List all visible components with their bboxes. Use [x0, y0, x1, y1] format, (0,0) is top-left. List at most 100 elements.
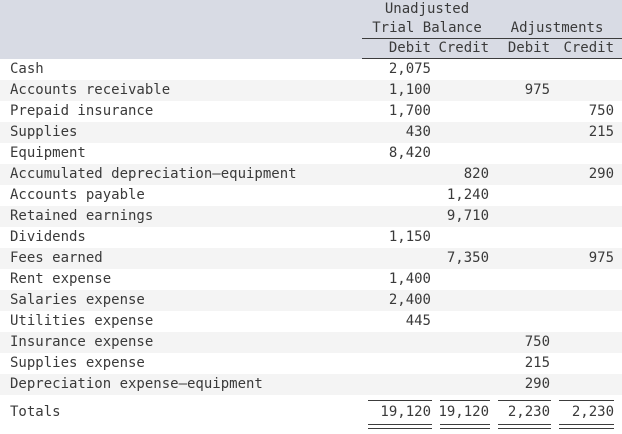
tb-debit-cell: [362, 332, 434, 353]
tb-debit-cell: 2,075: [388, 61, 431, 78]
account-name-cell: Cash: [10, 61, 44, 77]
tb-credit-cell: [434, 332, 492, 353]
totals-label: Totals: [10, 404, 61, 420]
account-name-cell: Insurance expense: [10, 334, 154, 350]
tb-credit-total: 19,120: [438, 404, 490, 420]
adj-credit-cell: 975: [588, 250, 615, 266]
account-name-cell: Accounts payable: [10, 187, 145, 203]
table-row: Supplies 430 215: [0, 121, 622, 143]
tb-debit-cell: 1,400: [388, 271, 431, 287]
adj-debit-cell: 975: [524, 82, 551, 98]
tb-credit-cell: [434, 311, 492, 332]
tb-credit-cell: [434, 80, 492, 101]
adjustments-group-label: Adjustments: [492, 19, 622, 39]
header-row-group-top: Unadjusted: [0, 0, 622, 19]
tb-debit-cell: [362, 374, 434, 395]
unadjusted-group-label: Unadjusted: [384, 1, 470, 17]
header-spacer: [492, 0, 622, 19]
tb-credit-cell: [434, 143, 492, 164]
adj-debit-cell: [492, 227, 553, 248]
tb-credit-cell: [434, 227, 492, 248]
adj-credit-cell: [553, 332, 622, 353]
adj-debit-cell: [492, 185, 553, 206]
adj-credit-cell: [553, 185, 622, 206]
account-name-cell: Dividends: [10, 229, 86, 245]
adj-debit-cell: [492, 290, 553, 311]
table-row: Fees earned 7,350 975: [0, 247, 622, 269]
account-name-cell: Salaries expense: [10, 292, 145, 308]
table-row: Equipment 8,420: [0, 143, 622, 164]
account-rows: Cash 2,075 Accounts receivable 1,100 975…: [0, 59, 622, 395]
tb-credit-cell: [434, 269, 492, 290]
table-row: Prepaid insurance 1,700 750: [0, 101, 622, 122]
tb-debit-cell: [362, 248, 434, 269]
totals-row: Totals 19,120 19,120 2,230 2,230: [0, 402, 622, 423]
account-name-cell: Prepaid insurance: [10, 103, 154, 119]
adj-credit-cell: 290: [588, 166, 615, 182]
double-rule-row: [0, 423, 622, 433]
adj-credit-cell: [553, 311, 622, 332]
adj-credit-cell: [553, 374, 622, 395]
adj-debit-cell: 215: [524, 355, 551, 371]
tb-debit-cell: [362, 353, 434, 374]
tb-debit-cell: 8,420: [388, 145, 431, 161]
account-name-cell: Utilities expense: [10, 313, 154, 329]
adj-credit-cell: [553, 227, 622, 248]
header-row-groups: Trial Balance Adjustments: [0, 19, 622, 39]
adj-debit-cell: 290: [524, 376, 551, 392]
table-row: Utilities expense 445: [0, 311, 622, 332]
tb-credit-cell: [434, 122, 492, 143]
table-row: Cash 2,075: [0, 59, 622, 80]
adj-debit-cell: [492, 101, 553, 122]
account-name-cell: Equipment: [10, 145, 86, 161]
table-row: Salaries expense 2,400: [0, 289, 622, 311]
adj-credit-cell: [553, 269, 622, 290]
tb-credit-cell: [434, 353, 492, 374]
account-name-cell: Fees earned: [10, 250, 103, 266]
adj-debit-cell: 750: [524, 334, 551, 350]
tb-credit-double-rule: [434, 423, 492, 433]
adj-credit-cell: [553, 59, 622, 80]
tb-debit-cell: [362, 164, 434, 185]
table-row: Retained earnings 9,710: [0, 205, 622, 227]
tb-credit-cell: [434, 290, 492, 311]
header-row-columns: Debit Credit Debit Credit: [0, 38, 622, 59]
tb-debit-cell: 1,700: [388, 103, 431, 119]
tb-debit-cell: 1,150: [388, 229, 431, 245]
adj-debit-cell: [492, 59, 553, 80]
adj-credit-double-rule: [553, 423, 622, 433]
table-row: Rent expense 1,400: [0, 269, 622, 290]
adj-credit-header: Credit: [553, 38, 622, 59]
account-name-cell: Accounts receivable: [10, 82, 171, 98]
adj-debit-cell: [492, 311, 553, 332]
tb-credit-cell: 820: [463, 166, 490, 182]
adj-debit-total: 2,230: [507, 404, 551, 420]
tb-credit-cell: [434, 59, 492, 80]
table-row: Accounts payable 1,240: [0, 185, 622, 206]
adj-debit-cell: [492, 206, 553, 227]
single-rule-row: [0, 395, 622, 402]
account-name-cell: Depreciation expense—equipment: [10, 376, 263, 392]
tb-credit-rule: [434, 395, 492, 402]
tb-debit-total: 19,120: [380, 404, 431, 420]
header-spacer: [0, 39, 362, 59]
tb-debit-cell: 430: [405, 124, 431, 140]
tb-debit-cell: 2,400: [388, 292, 431, 308]
adj-debit-cell: [492, 248, 553, 269]
table-row: Dividends 1,150: [0, 227, 622, 248]
tb-credit-cell: [434, 374, 492, 395]
adj-credit-cell: [553, 290, 622, 311]
tb-credit-cell: 7,350: [446, 250, 490, 266]
adj-debit-double-rule: [492, 423, 553, 433]
totals-section: Totals 19,120 19,120 2,230 2,230: [0, 395, 622, 433]
tb-credit-cell: 1,240: [446, 187, 490, 203]
header-spacer: [0, 19, 362, 39]
adj-debit-cell: [492, 122, 553, 143]
adj-credit-cell: 215: [588, 124, 615, 140]
tb-debit-header: Debit: [362, 38, 434, 59]
adj-credit-cell: 750: [588, 103, 615, 119]
adj-debit-header: Debit: [492, 38, 554, 59]
tb-credit-header: Credit: [434, 38, 493, 59]
tb-debit-rule: [362, 395, 434, 402]
